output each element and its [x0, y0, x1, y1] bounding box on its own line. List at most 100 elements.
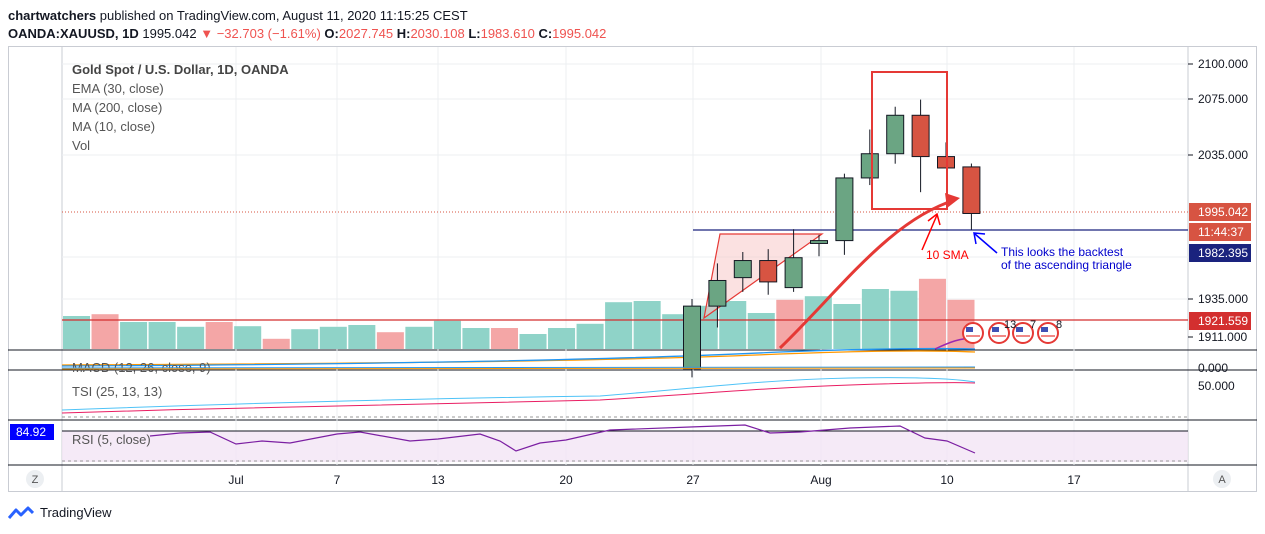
sma-trend-arrow[interactable] — [778, 198, 956, 350]
event-count: 13 — [1004, 319, 1016, 331]
candle-body[interactable] — [886, 114, 905, 155]
macd-signal-line — [61, 367, 976, 370]
us-flag-icon[interactable] — [962, 322, 984, 344]
candle-body[interactable] — [911, 114, 930, 158]
volume-bar — [234, 326, 262, 349]
high-label: H: — [396, 26, 411, 41]
volume-bar — [833, 304, 861, 349]
macd-zero-tick: 0.000 — [1198, 361, 1228, 375]
close-label: C: — [538, 26, 553, 41]
chart-frame — [8, 46, 1257, 492]
legend-ma10[interactable]: MA (10, close) — [72, 119, 156, 134]
volume-bar — [348, 325, 376, 349]
volume-bar — [148, 322, 176, 349]
volume-bar — [861, 289, 889, 349]
down-arrow-icon: ▼ — [200, 26, 214, 41]
open-value: 2027.745 — [338, 26, 394, 41]
volume-bar — [490, 328, 518, 349]
x-tick: 13 — [431, 473, 445, 487]
tsi-tick: 50.000 — [1198, 379, 1235, 393]
last-price-badge — [1189, 203, 1251, 221]
legend-title[interactable]: Gold Spot / U.S. Dollar, 1D, OANDA — [72, 62, 289, 77]
candle-body[interactable] — [860, 153, 879, 179]
rsi-label: RSI (5, close) — [72, 432, 151, 447]
x-tick: Jul — [228, 473, 243, 487]
auto-scale-button-label: A — [1218, 474, 1226, 486]
red-level-badge — [1189, 312, 1251, 330]
countdown-badge — [1189, 223, 1251, 241]
footer-brand[interactable]: TradingView — [8, 505, 112, 520]
legend-ma200[interactable]: MA (200, close) — [72, 100, 163, 115]
auto-scale-button[interactable] — [1213, 470, 1231, 488]
legend-ema[interactable]: EMA (30, close) — [72, 81, 164, 96]
y-tick: 2035.000 — [1198, 148, 1248, 162]
volume-bar — [462, 328, 490, 349]
tsi-label: TSI (25, 13, 13) — [72, 384, 162, 399]
tradingview-logo-icon — [8, 506, 34, 519]
x-tick: 7 — [334, 473, 341, 487]
close-value: 1995.042 — [552, 26, 607, 41]
countdown-badge-text: 11:44:37 — [1198, 225, 1244, 239]
candle-body[interactable] — [810, 240, 828, 244]
publisher-name[interactable]: chartwatchers — [8, 8, 97, 23]
symbol-name[interactable]: OANDA:XAUUSD, 1D — [8, 26, 139, 41]
last-price-badge-text: 1995.042 — [1198, 205, 1248, 219]
event-count: 7 — [1030, 319, 1036, 331]
publisher-line: chartwatchers published on TradingView.c… — [8, 8, 468, 23]
tsi-signal-line — [61, 382, 976, 414]
economic-events[interactable]: 13 7 8 — [962, 319, 1062, 344]
volume-bar — [177, 326, 205, 349]
volume-bar — [291, 329, 319, 349]
rsi-value-badge-text: 84.92 — [16, 425, 46, 439]
y-tick: 2100.000 — [1198, 57, 1248, 71]
volume-bar — [376, 332, 404, 349]
footer-brand-text: TradingView — [40, 505, 112, 520]
event-count: 8 — [1056, 319, 1062, 331]
volume-bar — [262, 338, 290, 349]
x-tick: 27 — [686, 473, 700, 487]
volume-bar — [804, 296, 832, 349]
blue-level-badge-text: 1982.395 — [1198, 246, 1248, 260]
volume-bar — [633, 301, 661, 349]
zoom-button[interactable] — [26, 470, 44, 488]
open-label: O: — [324, 26, 339, 41]
y-tick: 1911.000 — [1198, 330, 1247, 344]
high-value: 2030.108 — [410, 26, 465, 41]
candle-body[interactable] — [708, 279, 727, 307]
volume-bar — [776, 299, 804, 349]
last-price-text: 1995.042 — [142, 26, 197, 41]
candle-body[interactable] — [784, 257, 803, 289]
chart-legend: Gold Spot / U.S. Dollar, 1D, OANDA EMA (… — [72, 60, 289, 155]
top-highlight-rectangle[interactable] — [871, 71, 948, 210]
x-tick: Aug — [810, 473, 831, 487]
volume-bar — [120, 322, 148, 349]
candle-body[interactable] — [733, 260, 752, 279]
x-tick: 10 — [940, 473, 954, 487]
candle-body[interactable] — [759, 260, 778, 283]
candle-body[interactable] — [835, 177, 854, 242]
candle-body[interactable] — [962, 166, 981, 214]
candle-body[interactable] — [683, 305, 701, 370]
note-line-2: of the ascending triangle — [1001, 258, 1132, 272]
volume-bar — [319, 326, 347, 349]
sma-label-pointer — [921, 214, 938, 251]
legend-vol[interactable]: Vol — [72, 138, 91, 153]
volume-bar — [63, 316, 91, 349]
note-pointer — [974, 233, 998, 254]
sma-arrowhead-icon — [945, 193, 960, 208]
red-level-badge-text: 1921.559 — [1198, 314, 1248, 328]
ema-line — [61, 350, 976, 366]
us-flag-icon[interactable] — [1037, 322, 1059, 344]
sma-pointer-head-icon — [927, 212, 941, 226]
y-tick: 1935.000 — [1198, 292, 1248, 306]
rsi-line — [149, 424, 976, 454]
volume-bar — [519, 334, 547, 349]
low-value: 1983.610 — [480, 26, 535, 41]
ma200-line — [61, 347, 976, 367]
macd-line — [61, 366, 976, 369]
blue-level-badge — [1189, 244, 1251, 262]
x-tick: 17 — [1067, 473, 1081, 487]
low-label: L: — [468, 26, 481, 41]
y-tick: 2075.000 — [1198, 92, 1248, 106]
